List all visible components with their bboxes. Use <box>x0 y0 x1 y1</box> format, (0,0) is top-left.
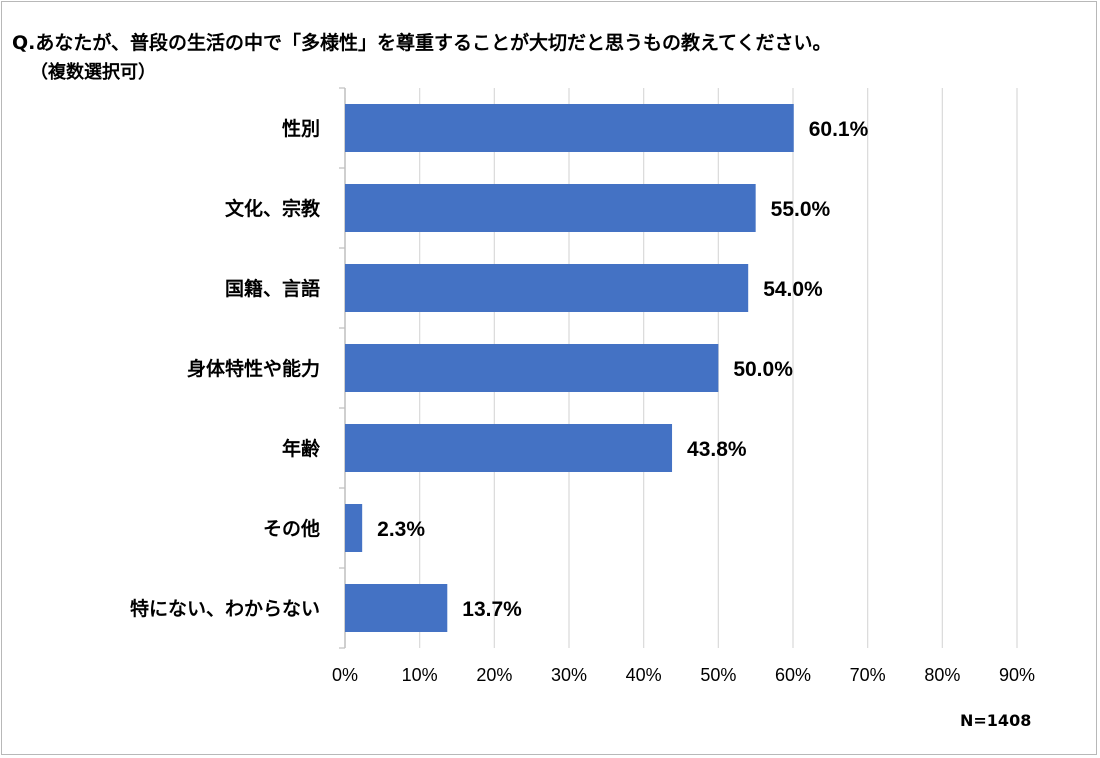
x-tick-label: 80% <box>924 665 960 685</box>
value-label: 50.0% <box>733 358 793 381</box>
x-tick-label: 90% <box>999 665 1035 685</box>
value-label: 55.0% <box>771 198 831 221</box>
category-label: 身体特性や能力 <box>187 357 320 380</box>
category-label: その他 <box>263 517 320 540</box>
category-label: 年齢 <box>282 437 321 460</box>
bar <box>345 344 719 392</box>
x-tick-label: 20% <box>476 665 512 685</box>
x-tick-label: 0% <box>332 665 358 685</box>
x-tick-label: 70% <box>850 665 886 685</box>
bar <box>345 424 673 472</box>
value-label: 43.8% <box>687 438 747 461</box>
value-label: 60.1% <box>809 118 869 141</box>
x-tick-label: 10% <box>402 665 438 685</box>
x-tick-label: 60% <box>775 665 811 685</box>
x-tick-label: 30% <box>551 665 587 685</box>
bars <box>345 104 794 632</box>
category-label: 文化、宗教 <box>225 197 321 220</box>
value-label: 2.3% <box>377 518 425 541</box>
value-label: 13.7% <box>462 598 522 621</box>
chart-subtitle: （複数選択可） <box>30 62 156 83</box>
category-label: 特にない、わからない <box>130 598 320 620</box>
bar <box>345 264 749 312</box>
category-label: 性別 <box>282 117 320 140</box>
bar <box>345 504 363 552</box>
x-tick-label: 50% <box>700 665 736 685</box>
category-label: 国籍、言語 <box>225 277 320 300</box>
labels: 0% 10% 20% 30% 40% 50% 60% 70% 80% 90% 性別 60.1% 文化、宗… <box>130 117 1035 685</box>
bar <box>345 584 448 632</box>
bar <box>345 184 756 232</box>
bar <box>345 104 794 152</box>
sample-size: N=1408 <box>960 711 1032 730</box>
chart-title: Q.あなたが、普段の生活の中で「多様性」を尊重することが大切だと思うもの教えてく… <box>12 32 832 54</box>
x-tick-label: 40% <box>626 665 662 685</box>
value-label: 54.0% <box>763 278 823 301</box>
